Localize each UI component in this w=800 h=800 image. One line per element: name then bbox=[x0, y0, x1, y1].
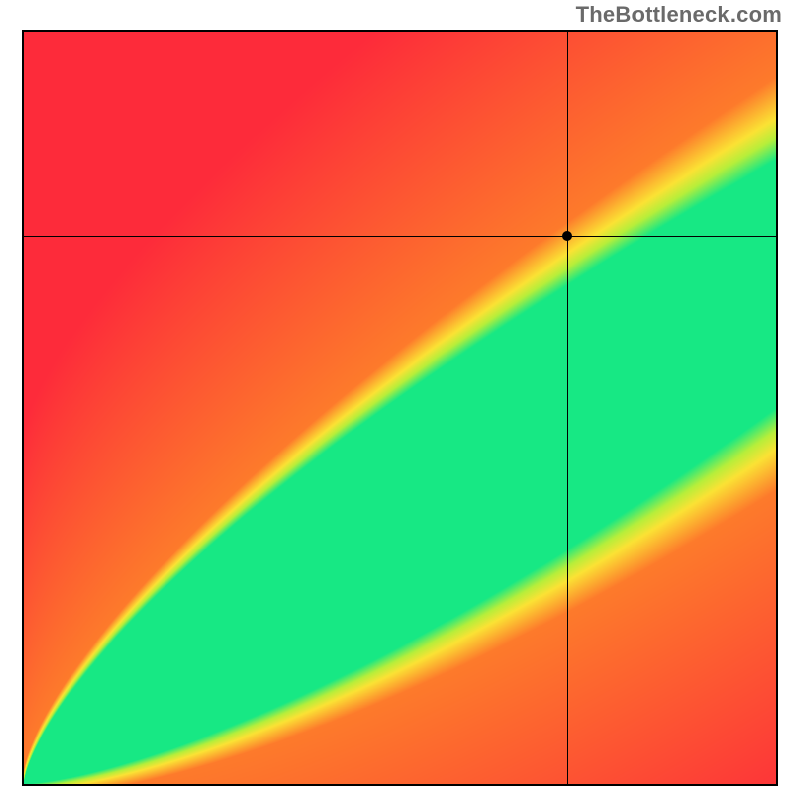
watermark-text: TheBottleneck.com bbox=[576, 2, 782, 28]
crosshair-vertical bbox=[567, 32, 568, 784]
crosshair-marker bbox=[562, 231, 572, 241]
plot-area bbox=[22, 30, 778, 786]
figure-container: TheBottleneck.com bbox=[0, 0, 800, 800]
heatmap-canvas bbox=[24, 32, 776, 784]
crosshair-horizontal bbox=[24, 236, 776, 237]
